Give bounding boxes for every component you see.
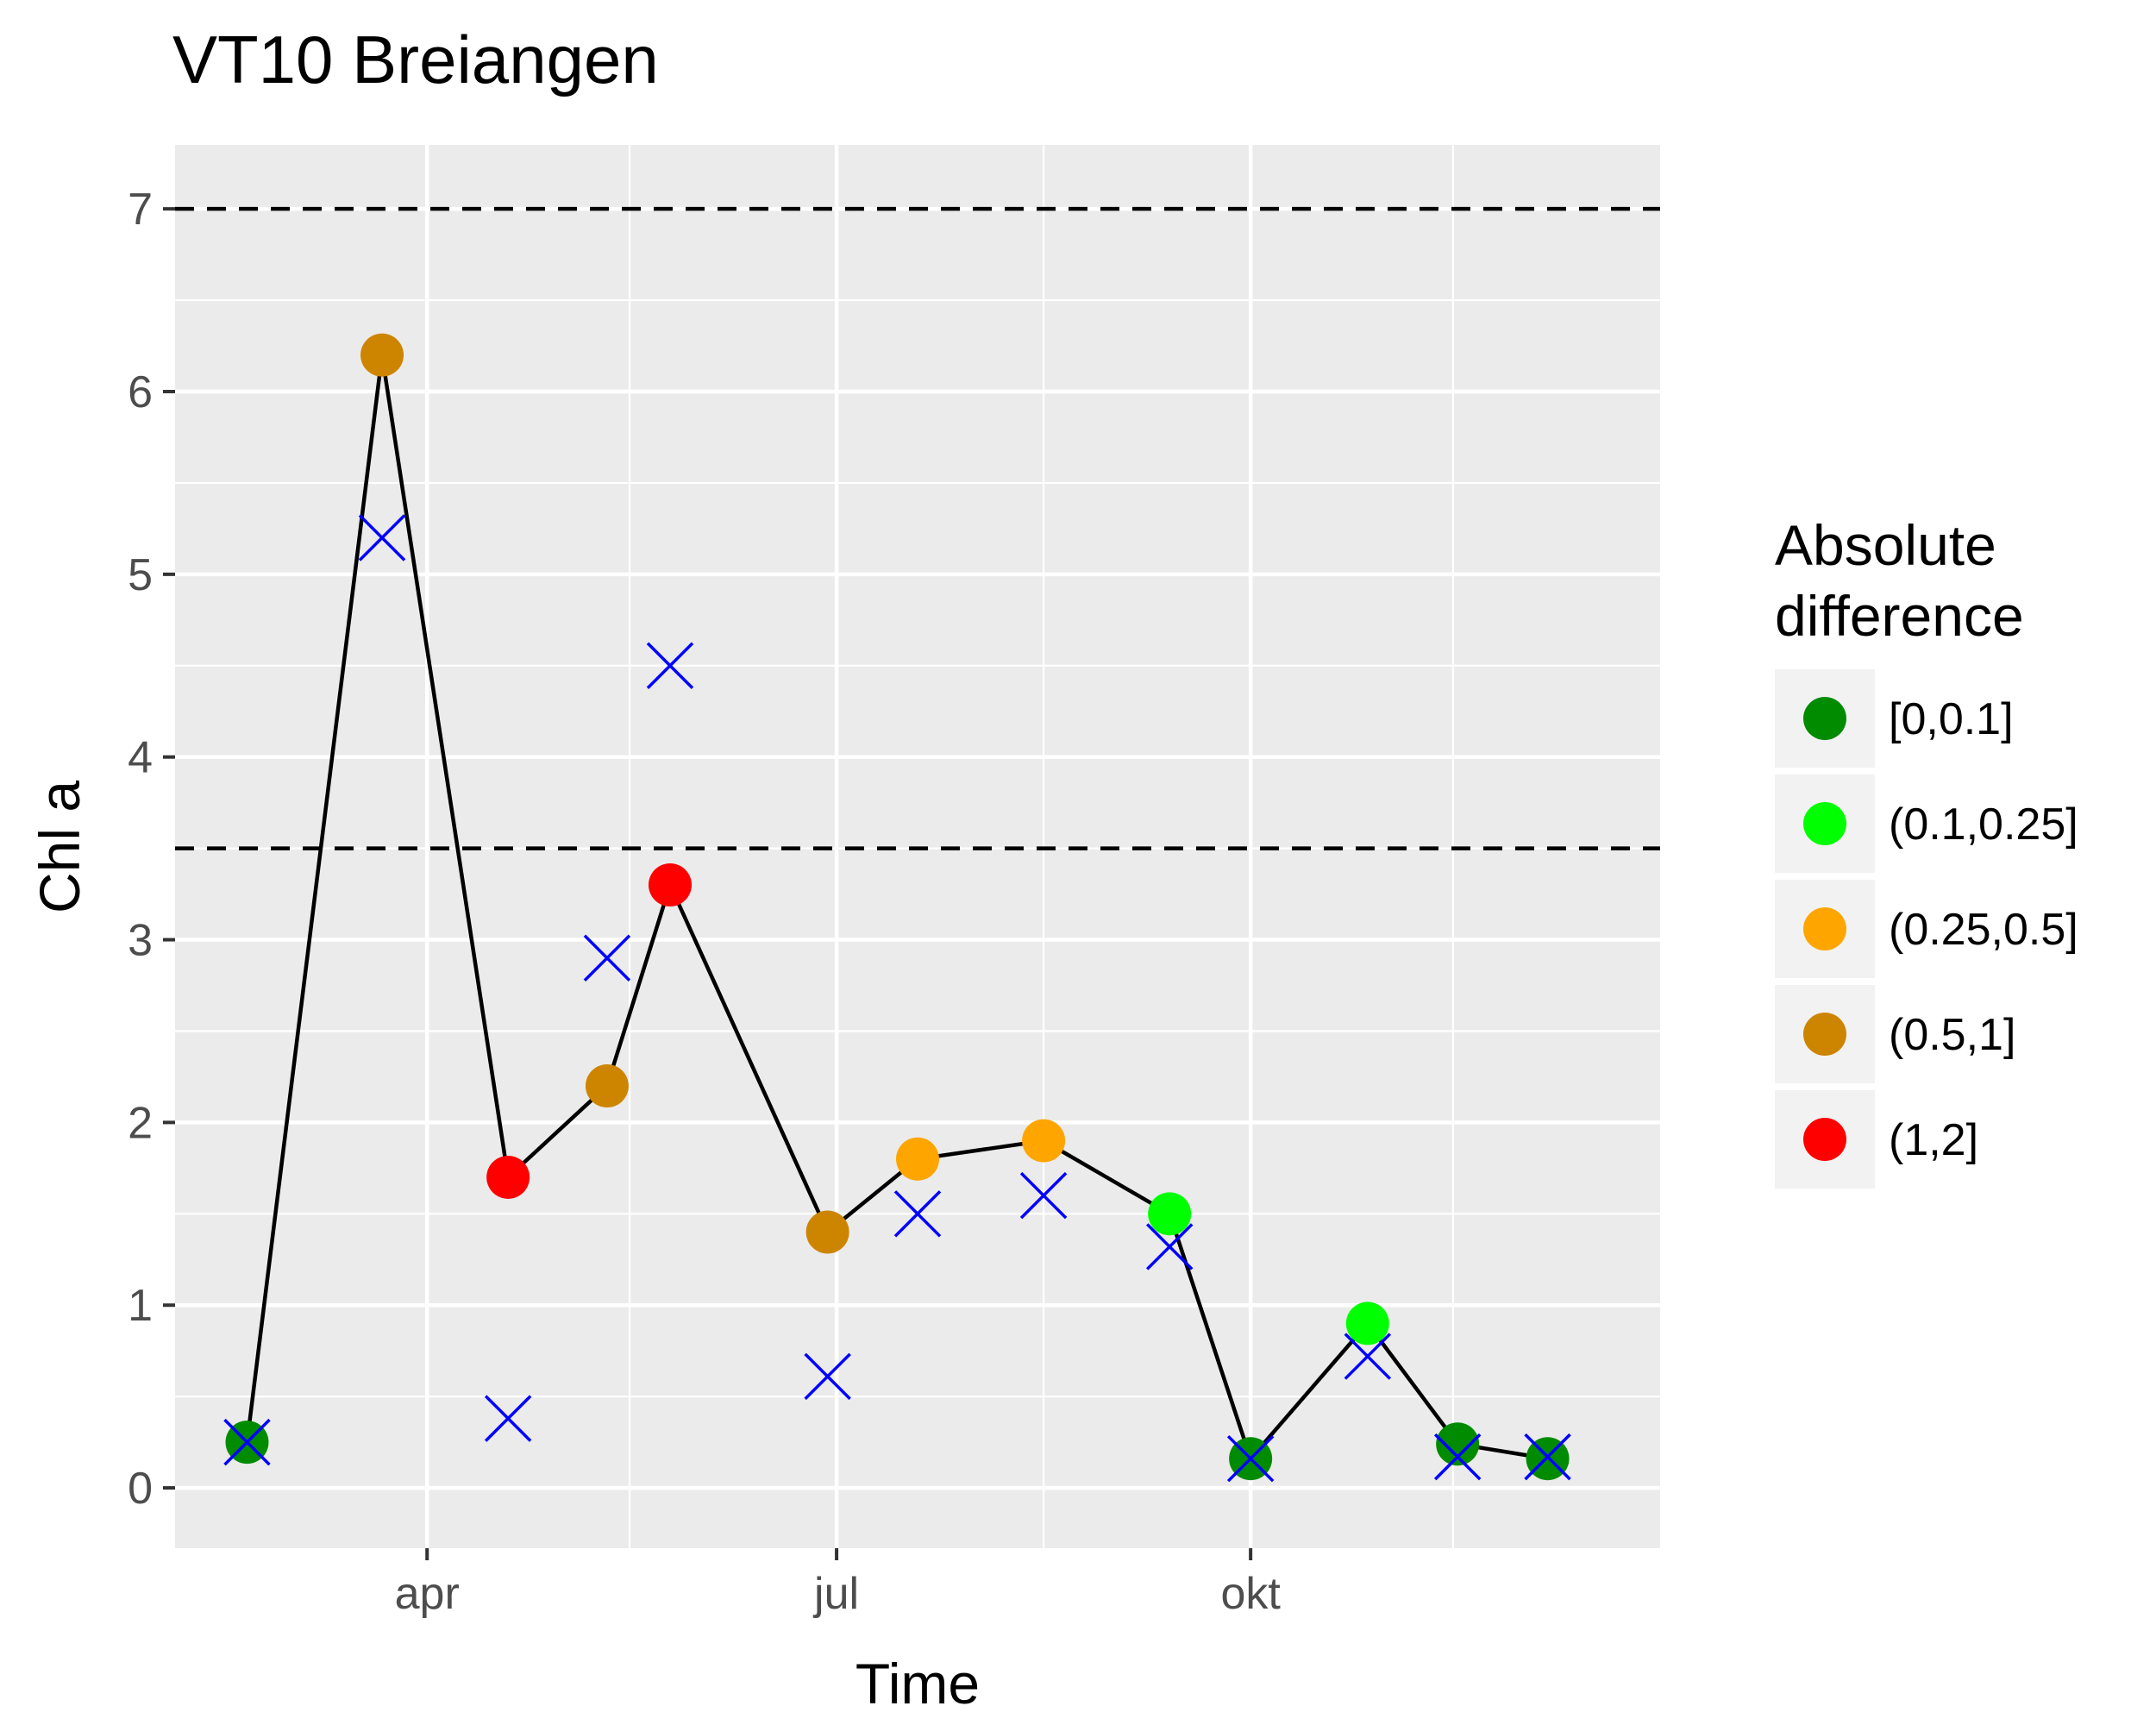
data-point: [360, 333, 404, 377]
comparison-marker-stroke: [358, 514, 406, 561]
legend: Absolute difference [0,0.1] (0.1,0.25] (0.25…: [1775, 513, 2078, 1189]
legend-title: difference: [1775, 584, 2024, 648]
data-point: [649, 862, 692, 906]
y-tick-label: 6: [128, 367, 153, 417]
y-tick-label: 7: [128, 185, 153, 235]
legend-swatch: [1803, 802, 1846, 845]
legend-label: (0.5,1]: [1889, 1010, 2015, 1060]
comparison-marker-stroke: [1019, 1171, 1068, 1220]
y-axis: 0 1 2 3 4 5 6 7: [128, 185, 175, 1514]
legend-item: (0.5,1]: [1775, 985, 2015, 1083]
x-tick-label: jul: [812, 1569, 859, 1619]
comparison-marker-stroke: [1145, 1223, 1194, 1270]
legend-swatch: [1803, 1013, 1846, 1056]
legend-item: (0.25,0.5]: [1775, 880, 2078, 978]
data-point: [585, 1064, 629, 1108]
comparison-marker: [484, 1395, 532, 1442]
comparison-marker-stroke: [223, 1418, 271, 1466]
legend-title: Absolute: [1775, 513, 1996, 577]
legend-item: [0,0.1]: [1775, 669, 2014, 768]
data-point: [805, 1210, 849, 1254]
comparison-marker: [1524, 1433, 1571, 1481]
comparison-marker-stroke: [1344, 1333, 1392, 1380]
comparison-marker: [804, 1352, 851, 1401]
comparison-marker: [1226, 1434, 1275, 1483]
comparison-marker: [583, 934, 631, 982]
comparison-marker: [1019, 1171, 1068, 1220]
x-axis-label: Time: [856, 1652, 980, 1716]
legend-label: (0.25,0.5]: [1889, 905, 2078, 955]
comparison-marker: [646, 642, 694, 690]
comparison-marker-stroke: [1433, 1433, 1482, 1481]
comparison-marker: [1433, 1433, 1482, 1481]
comparison-marker-stroke: [646, 642, 694, 690]
data-point: [1345, 1302, 1389, 1346]
legend-label: (1,2]: [1889, 1115, 1978, 1165]
comparison-marker-stroke: [893, 1190, 942, 1238]
x-tick-label: apr: [395, 1569, 460, 1619]
comparison-marker: [223, 1418, 271, 1466]
legend-swatch: [1803, 697, 1846, 740]
data-point: [486, 1155, 530, 1199]
legend-label: [0,0.1]: [1889, 694, 2014, 744]
chart-title: VT10 Breiangen: [172, 22, 659, 97]
comparison-marker-stroke: [1524, 1433, 1571, 1481]
comparison-marker-stroke: [804, 1352, 851, 1401]
y-tick-label: 2: [128, 1098, 153, 1148]
comparison-marker: [1344, 1333, 1392, 1380]
y-axis-label: Chl a: [28, 781, 91, 913]
data-point: [1148, 1192, 1192, 1236]
data-point: [1022, 1119, 1066, 1163]
x-tick-label: okt: [1220, 1569, 1281, 1619]
legend-item: (0.1,0.25]: [1775, 775, 2078, 873]
legend-item: (1,2]: [1775, 1090, 1978, 1189]
y-tick-label: 0: [128, 1464, 153, 1514]
comparison-marker: [358, 514, 406, 561]
reference-lines: [175, 206, 1660, 850]
comparison-marker: [893, 1190, 942, 1238]
legend-swatch: [1803, 1118, 1846, 1161]
y-tick-label: 4: [128, 733, 153, 783]
comparison-marker-stroke: [1226, 1434, 1275, 1483]
legend-label: (0.1,0.25]: [1889, 800, 2078, 850]
legend-swatch: [1803, 907, 1846, 950]
data-point: [896, 1137, 939, 1181]
comparison-marker-stroke: [583, 934, 631, 982]
comparison-marker: [1145, 1223, 1194, 1270]
x-axis: apr jul okt: [395, 1548, 1281, 1619]
y-tick-label: 1: [128, 1281, 153, 1331]
comparison-markers: [223, 514, 1571, 1483]
comparison-marker-stroke: [484, 1395, 532, 1442]
y-tick-label: 5: [128, 550, 153, 600]
data-point: [1436, 1422, 1480, 1466]
y-tick-label: 3: [128, 916, 153, 966]
